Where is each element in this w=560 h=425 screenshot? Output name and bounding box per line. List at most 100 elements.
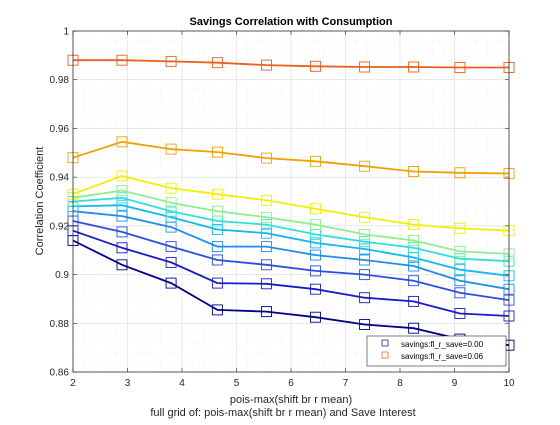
series-9-point: [211, 57, 223, 69]
series-line-3: [72, 210, 510, 291]
series-8-point: [359, 160, 371, 172]
series-line-8: [72, 140, 510, 175]
series-3-point: [310, 249, 321, 261]
series-9-point: [261, 59, 272, 71]
series-5-point: [359, 236, 371, 248]
series-line-1: [72, 229, 510, 317]
series-1-point: [261, 278, 272, 290]
series-3-point: [261, 241, 272, 253]
series-4-point: [359, 243, 371, 255]
series-1-point: [359, 292, 371, 304]
x-tick-label: 4: [179, 378, 185, 389]
series-7-point: [116, 170, 128, 182]
series-4-point: [165, 211, 177, 223]
x-tick-label: 10: [503, 378, 515, 389]
series-0-point: [310, 311, 321, 323]
series-line-0: [72, 239, 510, 347]
series-6-point: [454, 245, 466, 257]
legend-label-1: savings:fl_r_save=0.06: [401, 352, 484, 361]
series-6-point: [359, 228, 371, 240]
series-8-point: [211, 146, 223, 158]
series-9: [67, 54, 515, 73]
series-7-point: [454, 222, 466, 234]
series-line-6: [72, 189, 510, 255]
series-7-point: [408, 219, 420, 231]
series-3-point: [359, 254, 371, 266]
series-8-point: [454, 167, 466, 179]
y-tick-label: 0.88: [50, 319, 70, 330]
series-1-point: [408, 295, 420, 307]
series-4-point: [454, 264, 466, 276]
series-9-point: [165, 55, 177, 67]
series-1-point: [116, 242, 128, 254]
series-1: [67, 225, 515, 322]
series-6-point: [211, 205, 223, 217]
y-tick-label: 0.92: [50, 221, 70, 232]
legend-box: [366, 335, 507, 367]
x-tick-label: 7: [343, 378, 349, 389]
y-axis-label: Correlation Coefficient: [34, 147, 46, 256]
y-tick-label: 0.86: [50, 368, 70, 379]
x-axis-ticks: 2 3 4 5 6 7 8 9 10: [70, 31, 515, 389]
y-tick-label: 1: [63, 27, 69, 38]
series-2-point: [165, 241, 177, 253]
series-3-point: [211, 241, 223, 253]
y-tick-label: 0.96: [50, 124, 70, 135]
legend-label-0: savings:fl_r_save=0.00: [401, 340, 484, 349]
series-8-point: [310, 155, 321, 167]
series-5-point: [116, 192, 128, 204]
series-8: [67, 136, 515, 179]
series-9-point: [454, 62, 466, 73]
series-8-point: [408, 166, 420, 177]
series-4-point: [211, 224, 223, 235]
series-2-point: [454, 287, 466, 299]
x-tick-label: 6: [288, 378, 294, 389]
chart-caption: full grid of: pois-max(shift br r mean) …: [150, 407, 415, 419]
legend-marker-0: [381, 339, 389, 347]
series-3-point: [408, 260, 420, 272]
series-0-point: [211, 304, 223, 316]
series-7-point: [310, 203, 321, 215]
series-line-2: [72, 220, 510, 301]
series-line-9: [73, 59, 509, 69]
series-7-point: [211, 188, 223, 200]
x-tick-label: 3: [125, 378, 131, 389]
series-line-4: [72, 204, 510, 277]
series-3-point: [116, 210, 128, 222]
series-2-point: [408, 275, 420, 287]
series-0-point: [165, 277, 177, 289]
series-9-point: [116, 54, 128, 66]
series-4-point: [261, 227, 272, 239]
series-1-point: [211, 277, 223, 289]
series-8-point: [261, 152, 272, 164]
series-6-point: [116, 185, 128, 196]
series-1-point: [165, 256, 177, 268]
series-6-point: [165, 197, 177, 209]
y-tick-label: 0.98: [50, 75, 70, 86]
series-0-point: [261, 306, 272, 318]
legend-marker-1: [381, 351, 389, 359]
series-0-point: [408, 322, 420, 334]
series-9-point: [359, 61, 371, 73]
series-6-point: [261, 211, 272, 223]
series-2-point: [261, 259, 272, 271]
series-9-point: [310, 60, 321, 72]
series-5-point: [261, 219, 272, 231]
series-5-point: [165, 205, 177, 217]
series-2-point: [116, 226, 128, 238]
y-tick-label: 0.9: [55, 270, 69, 281]
y-tick-label: 0.94: [50, 173, 70, 184]
series-5-point: [454, 253, 466, 265]
x-tick-label: 8: [397, 378, 403, 389]
series-4-point: [116, 199, 128, 211]
series-8-point: [165, 143, 177, 155]
series-7-point: [359, 211, 371, 223]
series-8-point: [116, 136, 128, 148]
series-2-point: [310, 265, 321, 277]
x-axis-label: pois-max(shift br r mean): [230, 394, 352, 406]
series-4-point: [310, 237, 321, 249]
series-3-point: [454, 275, 466, 287]
series-1-point: [454, 308, 466, 319]
